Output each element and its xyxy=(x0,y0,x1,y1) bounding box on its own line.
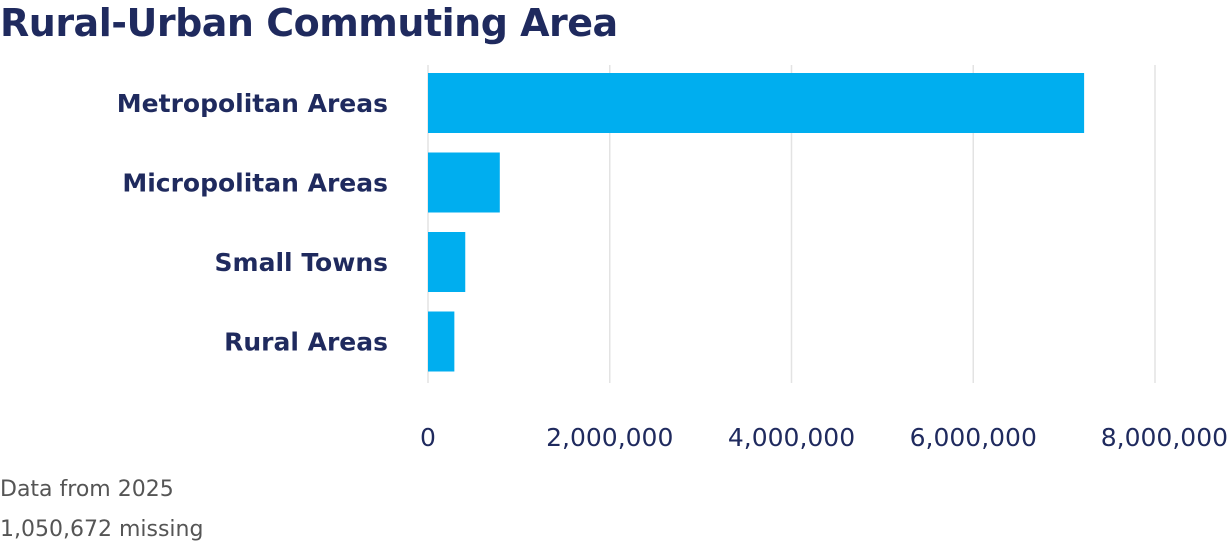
x-tick-label: 2,000,000 xyxy=(546,423,673,452)
data-year-note: Data from 2025 xyxy=(0,477,174,502)
category-label: Rural Areas xyxy=(224,328,388,357)
x-tick-labels: 0 2,000,000 4,000,000 6,000,000 8,000,000 xyxy=(420,423,1228,452)
bar-chart: Metropolitan Areas Micropolitan Areas Smal… xyxy=(117,65,1228,452)
bar xyxy=(428,311,455,372)
x-tick-label: 4,000,000 xyxy=(728,423,855,452)
bar xyxy=(428,232,466,292)
category-labels: Metropolitan Areas Micropolitan Areas Smal… xyxy=(117,89,388,357)
x-tick-label: 0 xyxy=(420,423,436,452)
category-label: Small Towns xyxy=(215,248,388,277)
missing-count-note: 1,050,672 missing xyxy=(0,517,204,542)
category-label: Metropolitan Areas xyxy=(117,89,388,118)
bar xyxy=(428,73,1085,133)
bars xyxy=(428,73,1085,372)
x-tick-label: 8,000,000 xyxy=(1101,423,1228,452)
chart-title: Rural-Urban Commuting Area xyxy=(0,1,618,45)
x-tick-label: 6,000,000 xyxy=(910,423,1037,452)
category-label: Micropolitan Areas xyxy=(122,169,388,198)
bar xyxy=(428,152,500,213)
